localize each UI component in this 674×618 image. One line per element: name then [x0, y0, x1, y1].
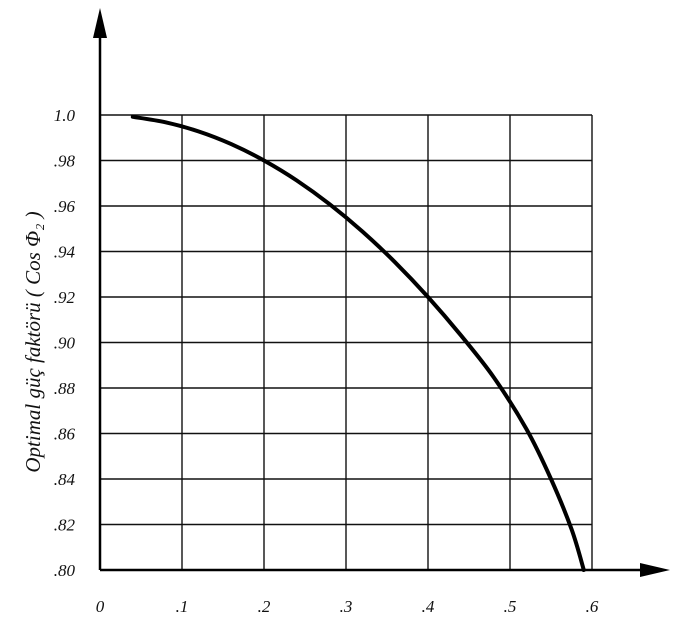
x-tick-label: 0: [96, 597, 105, 616]
x-tick-label: .6: [586, 597, 599, 616]
x-tick-label: .2: [258, 597, 271, 616]
y-tick-label: .82: [54, 516, 76, 535]
series-line: [130, 114, 586, 572]
x-tick-label: .4: [422, 597, 435, 616]
grid: [100, 114, 593, 570]
y-tick-label: .86: [54, 425, 76, 444]
y-tick-label: .94: [54, 243, 76, 262]
y-tick-label: .92: [54, 288, 76, 307]
x-tick-label: .3: [340, 597, 353, 616]
y-tick-labels: 1.0 .98 .96 .94 .92 .90 .88 .86 .84 .82 .80: [54, 106, 76, 580]
y-tick-label: 1.0: [54, 106, 76, 125]
x-tick-label: .1: [176, 597, 189, 616]
y-axis-label: Optimal güç faktörü ( Cos Φ₂ ): [21, 211, 45, 472]
y-tick-label: .90: [54, 334, 76, 353]
y-tick-label: .96: [54, 197, 76, 216]
x-tick-label: .5: [504, 597, 517, 616]
y-tick-label: .80: [54, 561, 76, 580]
y-tick-label: .84: [54, 470, 76, 489]
x-tick-labels: 0 .1 .2 .3 .4 .5 .6: [96, 597, 599, 616]
x-axis-arrow-icon: [640, 563, 670, 577]
axes: [93, 8, 670, 577]
y-tick-label: .88: [54, 379, 76, 398]
y-tick-label: .98: [54, 152, 76, 171]
series: [130, 114, 586, 572]
y-axis-arrow-icon: [93, 8, 107, 38]
